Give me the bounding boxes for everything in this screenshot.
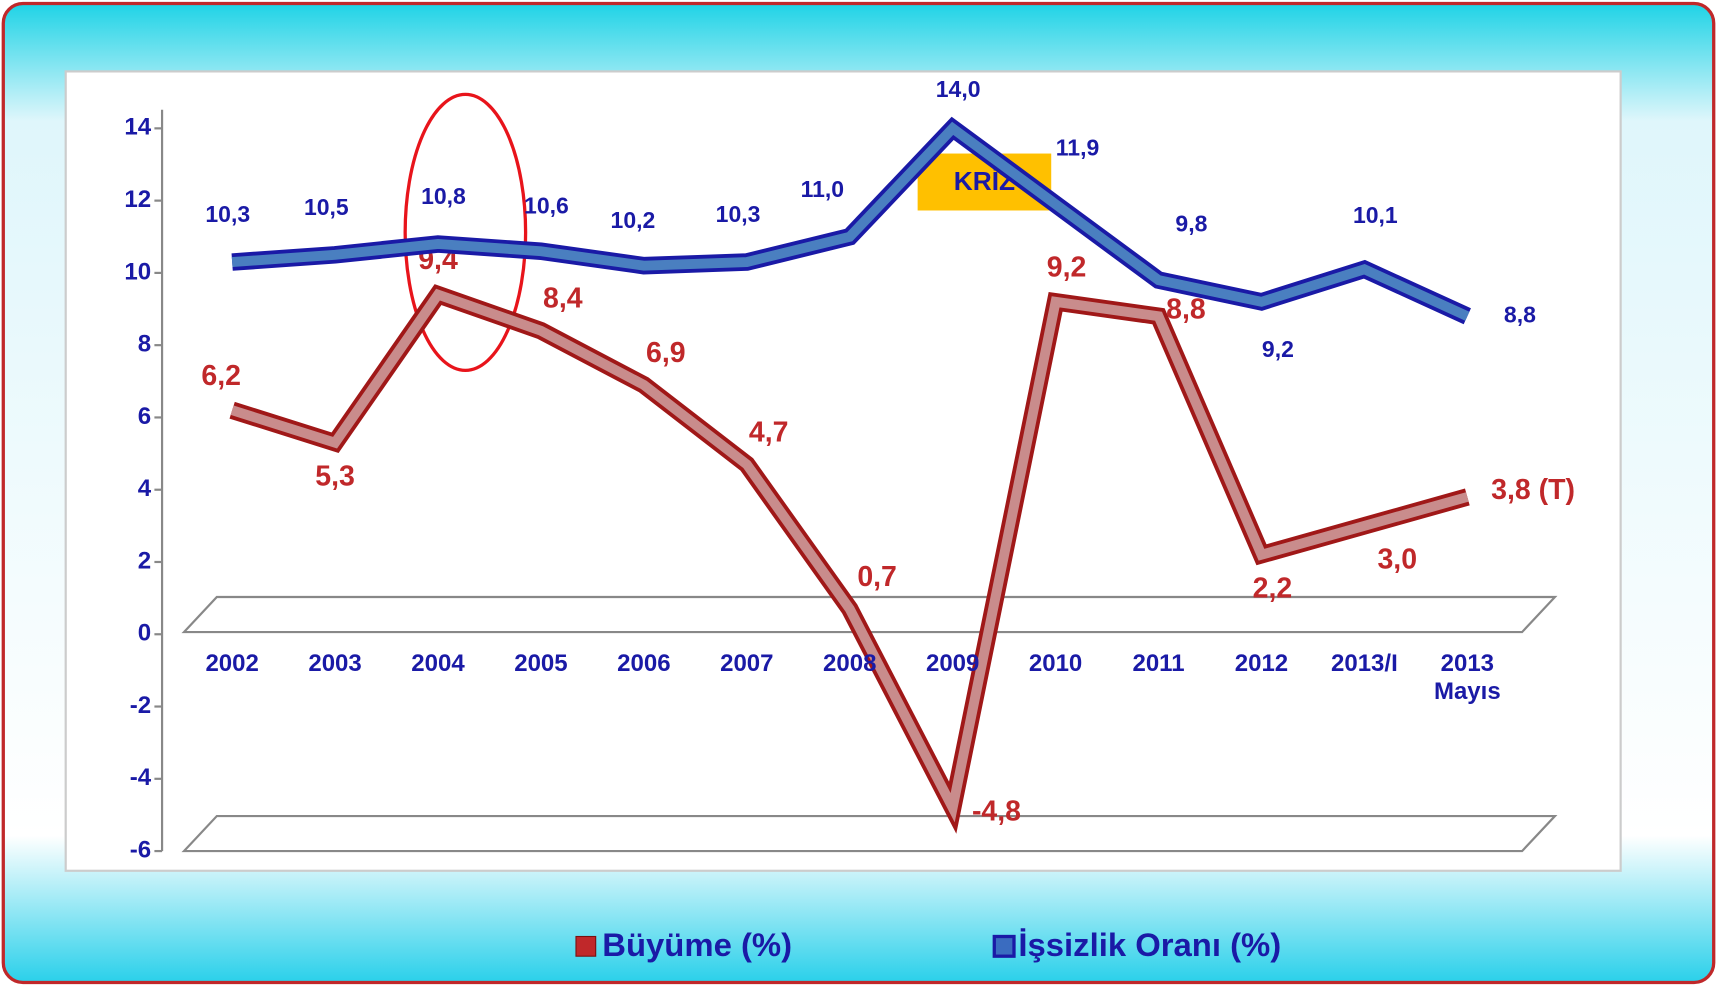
- legend-swatch: [575, 935, 597, 957]
- data-label: 10,3: [716, 201, 761, 227]
- data-label: 3,0: [1377, 543, 1417, 575]
- y-tick-label: 10: [124, 258, 151, 285]
- y-tick-label: -4: [130, 764, 152, 791]
- data-label: 9,2: [1262, 336, 1294, 362]
- data-label: 8,8: [1166, 293, 1206, 325]
- data-label: 6,9: [646, 337, 686, 369]
- data-label: 2,2: [1253, 572, 1293, 604]
- y-tick-label: -2: [130, 692, 151, 719]
- data-label: 3,8 (T): [1491, 474, 1575, 506]
- y-tick-label: -6: [130, 836, 151, 863]
- y-tick-label: 8: [138, 331, 151, 358]
- legend-label: Büyüme (%): [602, 926, 792, 963]
- x-tick-label: 2013/I: [1331, 650, 1398, 678]
- x-tick-label: 2013 Mayıs: [1433, 650, 1501, 706]
- series-line-face: [231, 121, 1470, 321]
- data-label: 10,1: [1353, 202, 1398, 228]
- data-label: 9,2: [1047, 251, 1087, 283]
- data-label: 8,4: [543, 283, 583, 315]
- data-label: 6,2: [201, 360, 241, 392]
- data-label: 5,3: [315, 460, 355, 492]
- data-label: 0,7: [857, 561, 897, 593]
- y-tick-label: 2: [138, 547, 151, 574]
- x-tick-label: 2009: [925, 650, 980, 678]
- series-line-face: [230, 288, 1469, 823]
- x-tick-label: 2003: [308, 650, 362, 678]
- data-label: 4,7: [749, 416, 789, 448]
- data-label: 10,8: [421, 183, 466, 209]
- y-tick-label: 0: [138, 620, 151, 647]
- x-tick-label: 2007: [720, 650, 774, 678]
- data-label: 10,6: [524, 192, 569, 218]
- zero-plane: [181, 595, 1558, 634]
- x-tick-label: 2004: [411, 650, 465, 678]
- data-label: 10,3: [205, 201, 250, 227]
- data-label: 14,0: [936, 76, 981, 102]
- data-label: 9,8: [1175, 210, 1207, 236]
- x-tick-label: 2011: [1132, 650, 1185, 678]
- data-label: -4,8: [972, 796, 1021, 828]
- x-tick-label: 2010: [1028, 650, 1083, 678]
- x-tick-label: 2012: [1234, 650, 1289, 678]
- data-label: 8,8: [1504, 301, 1536, 327]
- x-tick-label: 2008: [823, 650, 877, 678]
- data-label: 11,0: [801, 176, 844, 202]
- plot-panel: [64, 70, 1622, 872]
- y-tick-label: 6: [138, 403, 151, 430]
- highlight-ellipse: [403, 92, 528, 372]
- x-tick-label: 2006: [617, 650, 671, 678]
- x-tick-label: 2002: [205, 650, 259, 678]
- y-tick-label: 14: [124, 114, 151, 141]
- data-label: 10,2: [611, 207, 656, 233]
- y-tick-label: 4: [138, 475, 152, 502]
- x-tick-label: 2005: [514, 650, 568, 678]
- data-label: 10,5: [304, 194, 349, 220]
- legend-label: İşsizlik Oranı (%): [1018, 926, 1281, 963]
- legend-swatch: [992, 934, 1016, 958]
- y-tick-label: 12: [124, 186, 151, 213]
- data-label: 11,9: [1056, 135, 1099, 161]
- floor: [181, 814, 1558, 853]
